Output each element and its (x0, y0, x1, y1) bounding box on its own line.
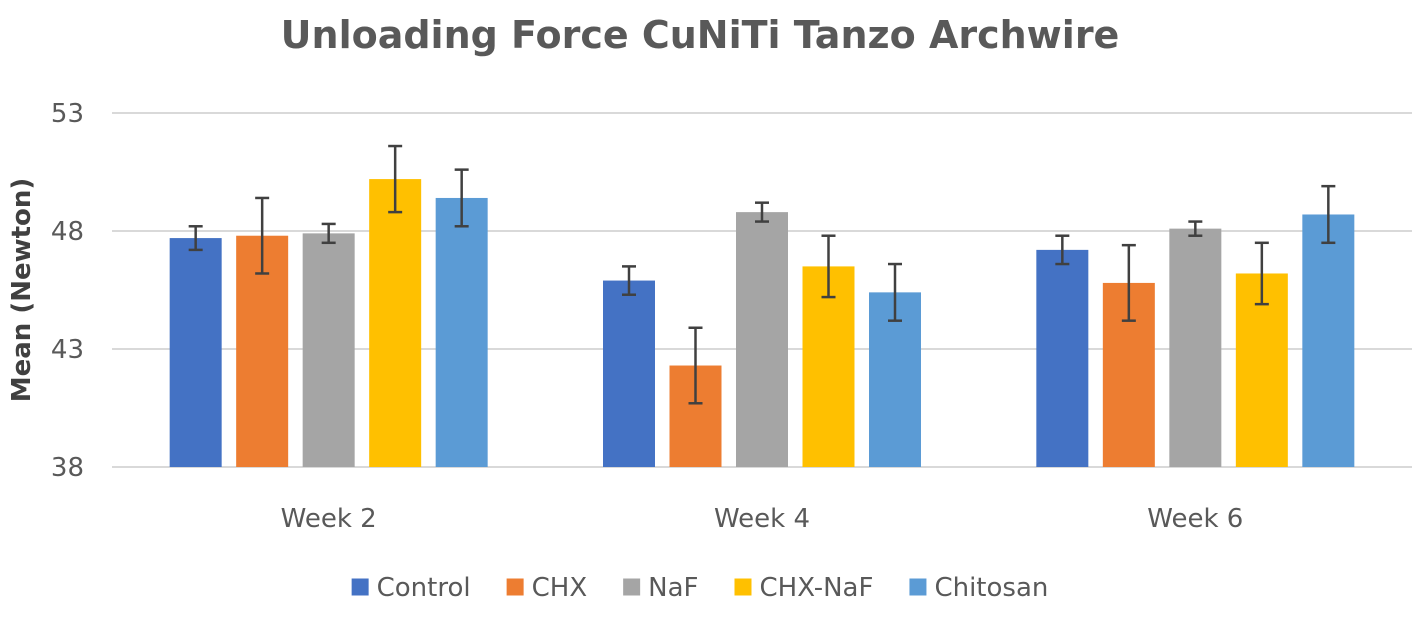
bar-control-week-6 (1036, 249, 1089, 467)
bar-naf-week-2 (302, 233, 355, 467)
error-bar (1055, 234, 1070, 266)
y-tick-label: 53 (51, 99, 84, 129)
legend-swatch (909, 578, 927, 596)
error-bar (821, 234, 836, 299)
error-bar (1321, 184, 1336, 245)
error-bar (1188, 220, 1203, 237)
x-tick-label: Week 2 (281, 504, 377, 534)
bar-chitosan-week-6 (1302, 214, 1355, 467)
legend: Control CHX NaF CHX-NaF Chitosan (351, 573, 1048, 603)
bar-naf-week-4 (736, 212, 788, 467)
error-bar (454, 168, 469, 228)
y-axis-label: Mean (Newton) (7, 178, 37, 403)
legend-swatch (351, 578, 369, 596)
y-tick-label: 38 (51, 453, 84, 483)
error-bar (321, 222, 336, 245)
error-bar (688, 326, 703, 405)
legend-swatch (623, 578, 641, 596)
legend-label: Control (377, 573, 471, 603)
bar-naf-week-6 (1169, 228, 1222, 467)
error-bar (755, 201, 769, 223)
error-bar (622, 265, 636, 296)
legend-label: CHX (532, 573, 588, 603)
legend-label: CHX-NaF (759, 573, 873, 603)
x-axis-ticks: Week 2 Week 4 Week 6 (281, 504, 1244, 534)
y-tick-label: 48 (51, 217, 84, 247)
error-bar (888, 262, 902, 322)
bar-chx-naf-week-4 (802, 266, 855, 467)
x-tick-label: Week 6 (1147, 504, 1243, 534)
chart-title: Unloading Force CuNiTi Tanzo Archwire (281, 13, 1120, 57)
legend-label: NaF (648, 573, 698, 603)
bars (169, 179, 1355, 467)
bar-chx-naf-week-2 (369, 179, 422, 467)
bar-chx-naf-week-6 (1235, 273, 1288, 467)
error-bar (255, 196, 270, 275)
error-bar (388, 144, 403, 214)
error-bars (188, 144, 1336, 405)
legend-swatch (734, 578, 752, 596)
error-bar (1254, 241, 1269, 306)
y-tick-label: 43 (51, 335, 84, 365)
bar-chitosan-week-2 (435, 197, 488, 467)
legend-label: Chitosan (934, 573, 1048, 603)
x-tick-label: Week 4 (714, 504, 810, 534)
error-bar (1121, 243, 1136, 322)
bar-control-week-4 (603, 280, 655, 467)
bar-control-week-2 (169, 238, 222, 467)
y-axis-ticks: 38 43 48 53 (51, 99, 84, 483)
legend-swatch (506, 578, 524, 596)
error-bar (188, 225, 203, 252)
